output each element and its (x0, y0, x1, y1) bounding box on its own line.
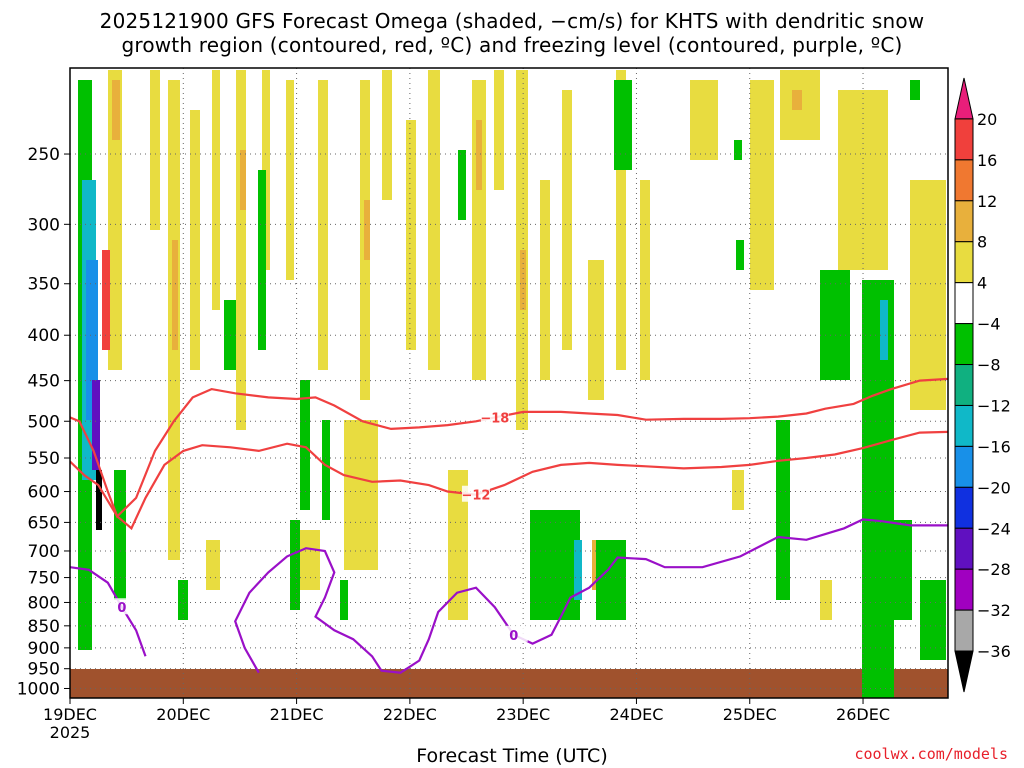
colorbar-label: −36 (977, 642, 1011, 661)
chart-title-line1: 2025121900 GFS Forecast Omega (shaded, −… (99, 9, 925, 33)
y-tick-label: 700 (28, 542, 60, 562)
colorbar-label: 8 (977, 233, 987, 252)
colorbar-swatch (954, 568, 974, 611)
y-tick-label: 300 (28, 215, 60, 235)
pressure-axis: 2503003504004505005506006507007508008509… (17, 145, 70, 699)
y-tick-label: 350 (28, 275, 60, 295)
colorbar-swatch (954, 445, 974, 488)
colorbar-swatch (954, 364, 974, 406)
y-tick-label: 800 (28, 593, 60, 613)
terrain-fill (70, 669, 948, 698)
colorbar-label: −8 (977, 356, 1001, 375)
x-tick-label: 20DEC (156, 705, 210, 724)
x-tick-sublabel: 2025 (50, 723, 91, 742)
contour-label: 0 (509, 629, 518, 644)
colorbar-swatch (954, 323, 974, 366)
temperature-contours: −18 −12 0 0 (70, 377, 948, 674)
colorbar-swatch (954, 241, 974, 284)
colorbar-swatch (954, 404, 974, 447)
colorbar-label: −20 (977, 478, 1011, 497)
x-axis-label: Forecast Time (UTC) (416, 745, 608, 767)
contour-line (234, 518, 948, 674)
y-tick-label: 750 (28, 569, 60, 589)
y-tick-label: 550 (28, 449, 60, 469)
colorbar-label: −32 (977, 601, 1011, 620)
colorbar-swatch (954, 650, 974, 693)
grid-lines (69, 68, 948, 698)
colorbar-swatch (954, 527, 974, 570)
colorbar-label: −12 (977, 396, 1011, 415)
x-tick-label: 26DEC (836, 705, 890, 724)
colorbar-label: −4 (977, 315, 1001, 334)
y-tick-label: 650 (28, 513, 60, 533)
colorbar-swatch (954, 200, 974, 243)
chart-title-line2: growth region (contoured, red, ºC) and f… (121, 33, 903, 57)
x-tick-label: 24DEC (609, 705, 663, 724)
contour-label: −18 (480, 411, 509, 426)
colorbar-swatch (954, 609, 974, 652)
omega-shading (70, 70, 948, 698)
contour-label-bg (499, 625, 528, 642)
contour-line (70, 430, 948, 531)
colorbar-swatch (954, 77, 974, 120)
contour-label-bg (480, 408, 509, 425)
upward-motion-areas (108, 70, 946, 620)
y-tick-label: 900 (28, 639, 60, 659)
colorbar-label: −24 (977, 519, 1011, 538)
colorbar-label: −28 (977, 560, 1011, 579)
contour-label: 0 (117, 601, 126, 616)
colorbar-label: 12 (977, 192, 997, 211)
y-tick-label: 600 (28, 483, 60, 503)
strong-downward-motion (82, 180, 888, 600)
x-tick-label: 21DEC (270, 705, 324, 724)
x-tick-label: 25DEC (723, 705, 777, 724)
colorbar-swatch (954, 282, 974, 325)
colorbar-label: 16 (977, 151, 997, 170)
y-tick-label: 500 (28, 412, 60, 432)
y-tick-label: 400 (28, 326, 60, 346)
contour-label-bg (107, 598, 136, 615)
colorbar-swatch (954, 159, 974, 202)
colorbar-label: 20 (977, 110, 997, 129)
colorbar: 20 16 12 8 4 −4 −8 −12 −16 −20 −24 −28 −32 −36 (954, 77, 1011, 693)
x-tick-label: 23DEC (496, 705, 550, 724)
contour-label-bg (461, 485, 490, 502)
colorbar-swatch (954, 118, 974, 161)
colorbar-label: 4 (977, 274, 987, 293)
colorbar-swatch (954, 486, 974, 529)
contour-line (70, 377, 948, 519)
x-tick-label: 19DEC (43, 705, 97, 724)
colorbar-label: −16 (977, 437, 1011, 456)
y-tick-label: 950 (28, 660, 60, 680)
credit-link[interactable]: coolwx.com/models (854, 745, 1008, 763)
y-tick-label: 450 (28, 372, 60, 392)
x-tick-label: 22DEC (383, 705, 437, 724)
contour-line (70, 566, 147, 657)
y-tick-label: 250 (28, 145, 60, 165)
contour-label: −12 (461, 489, 490, 504)
y-tick-label: 1000 (17, 679, 60, 699)
plot-frame (69, 67, 949, 699)
y-tick-label: 850 (28, 617, 60, 637)
